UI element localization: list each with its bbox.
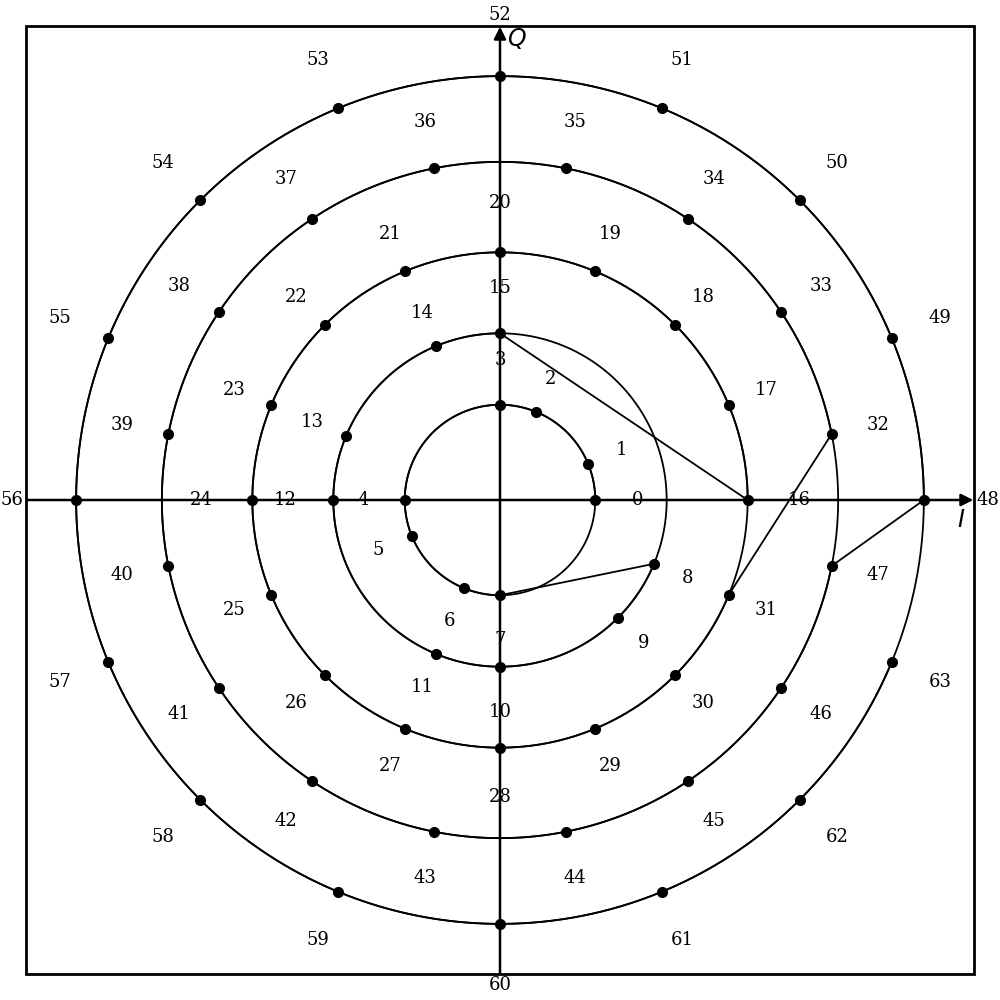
Text: 10: 10 bbox=[488, 703, 512, 721]
Text: 36: 36 bbox=[413, 113, 436, 131]
Text: 6: 6 bbox=[444, 612, 455, 630]
Text: 46: 46 bbox=[809, 705, 832, 723]
Text: 24: 24 bbox=[190, 491, 212, 509]
Text: 44: 44 bbox=[564, 869, 587, 887]
Text: 32: 32 bbox=[867, 416, 890, 434]
Text: 4: 4 bbox=[357, 491, 369, 509]
Text: 48: 48 bbox=[976, 491, 999, 509]
Text: 52: 52 bbox=[489, 6, 511, 24]
Text: 20: 20 bbox=[489, 194, 511, 212]
Text: 30: 30 bbox=[692, 694, 715, 712]
Text: 61: 61 bbox=[671, 931, 694, 949]
Text: 40: 40 bbox=[110, 566, 133, 584]
Text: 16: 16 bbox=[788, 491, 811, 509]
Text: 12: 12 bbox=[274, 491, 297, 509]
Text: 31: 31 bbox=[754, 601, 777, 619]
Text: 23: 23 bbox=[223, 381, 246, 399]
Text: 5: 5 bbox=[373, 541, 384, 559]
Text: 33: 33 bbox=[809, 277, 832, 295]
Text: 27: 27 bbox=[379, 757, 401, 775]
Text: 63: 63 bbox=[929, 673, 952, 691]
Text: 55: 55 bbox=[49, 309, 71, 327]
Text: 38: 38 bbox=[168, 277, 191, 295]
Text: 25: 25 bbox=[223, 601, 246, 619]
Text: 8: 8 bbox=[682, 569, 693, 587]
Text: 13: 13 bbox=[301, 413, 324, 431]
Text: 28: 28 bbox=[489, 788, 511, 806]
Text: 7: 7 bbox=[494, 631, 506, 649]
Text: 53: 53 bbox=[306, 51, 329, 69]
Text: 1: 1 bbox=[616, 441, 627, 459]
Text: $Q$: $Q$ bbox=[507, 26, 527, 51]
Text: 21: 21 bbox=[378, 225, 401, 243]
Text: 3: 3 bbox=[494, 351, 506, 369]
Text: 56: 56 bbox=[1, 491, 24, 509]
Text: 51: 51 bbox=[671, 51, 694, 69]
Text: 59: 59 bbox=[306, 931, 329, 949]
Text: 29: 29 bbox=[599, 757, 622, 775]
Text: 17: 17 bbox=[754, 381, 777, 399]
Text: 0: 0 bbox=[631, 491, 643, 509]
Text: 45: 45 bbox=[703, 812, 726, 830]
Text: 47: 47 bbox=[867, 566, 890, 584]
Text: 15: 15 bbox=[489, 279, 511, 297]
Text: 14: 14 bbox=[411, 304, 434, 322]
Text: 62: 62 bbox=[825, 828, 848, 846]
Text: 41: 41 bbox=[168, 705, 191, 723]
Text: 49: 49 bbox=[929, 309, 951, 327]
Text: 19: 19 bbox=[599, 225, 622, 243]
Text: 18: 18 bbox=[692, 288, 715, 306]
Text: 54: 54 bbox=[152, 154, 175, 172]
Text: 39: 39 bbox=[110, 416, 133, 434]
Text: 35: 35 bbox=[564, 113, 587, 131]
Text: 11: 11 bbox=[411, 678, 434, 696]
Text: 9: 9 bbox=[638, 634, 649, 652]
Text: 2: 2 bbox=[545, 370, 556, 388]
Text: 57: 57 bbox=[49, 673, 71, 691]
Text: 26: 26 bbox=[285, 694, 308, 712]
Text: 58: 58 bbox=[152, 828, 175, 846]
Text: 60: 60 bbox=[488, 976, 511, 994]
Text: 34: 34 bbox=[703, 170, 726, 188]
Text: 50: 50 bbox=[825, 154, 848, 172]
Text: 43: 43 bbox=[413, 869, 436, 887]
Text: $I$: $I$ bbox=[957, 509, 966, 532]
Text: 37: 37 bbox=[274, 170, 297, 188]
Text: 22: 22 bbox=[285, 288, 308, 306]
Text: 42: 42 bbox=[274, 812, 297, 830]
